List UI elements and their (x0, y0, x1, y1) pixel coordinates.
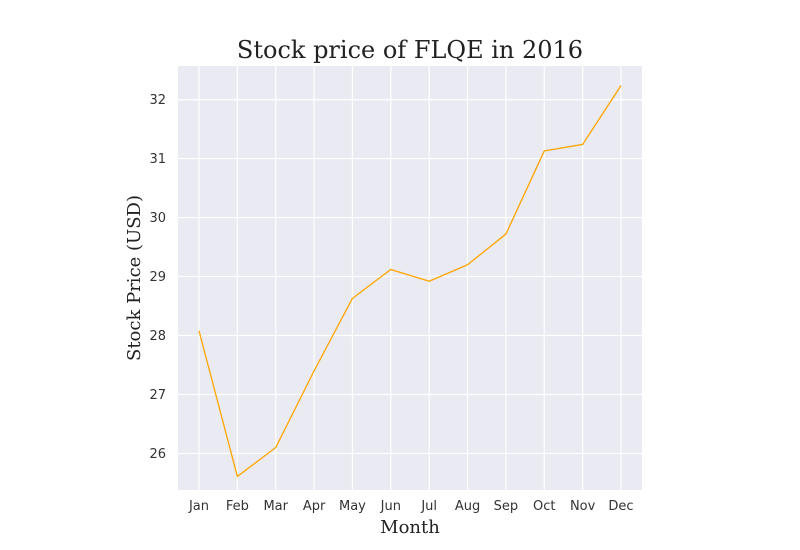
horizontal-gridlines (178, 99, 642, 455)
y-tick-label: 26 (149, 447, 166, 462)
data-point (312, 369, 315, 372)
x-tick-label: Jun (380, 499, 401, 514)
x-tick-label: Apr (303, 499, 326, 514)
y-axis-label: Stock Price (USD) (124, 195, 145, 361)
vertical-gridlines (198, 66, 622, 490)
x-tick-label: Oct (533, 499, 555, 514)
series-line (198, 85, 622, 478)
data-point (581, 143, 584, 146)
data-point (389, 268, 392, 271)
x-tick-label: Jul (420, 499, 437, 514)
data-point (543, 149, 546, 152)
data-point (428, 280, 431, 283)
x-tick-label: Aug (455, 499, 480, 514)
y-tick-label: 29 (149, 270, 166, 285)
plot-area (178, 66, 642, 490)
data-point (197, 329, 200, 332)
data-point (504, 232, 507, 235)
y-tick-label: 30 (149, 211, 166, 226)
x-tick-label: Feb (226, 499, 249, 514)
x-tick-label: Nov (570, 499, 596, 514)
data-point (619, 84, 622, 87)
x-tick-label: Dec (608, 499, 633, 514)
x-tick-label: May (339, 499, 366, 514)
x-axis-ticks: Jan Feb Mar Apr May Jun Jul Aug Sep Oct Nov Dec (188, 499, 634, 514)
x-tick-label: Mar (263, 499, 288, 514)
x-axis-label: Month (380, 517, 440, 538)
data-point (466, 263, 469, 266)
y-axis-ticks: 26 27 28 29 30 31 32 (149, 93, 166, 462)
data-point (236, 475, 239, 478)
chart-title: Stock price of FLQE in 2016 (237, 36, 583, 64)
x-tick-label: Jan (188, 499, 209, 514)
y-tick-label: 27 (149, 388, 166, 403)
data-point (274, 446, 277, 449)
y-tick-label: 31 (149, 152, 166, 167)
y-tick-label: 28 (149, 329, 166, 344)
series-layer (197, 84, 622, 478)
data-point (351, 297, 354, 300)
y-tick-label: 32 (149, 93, 166, 108)
x-tick-label: Sep (494, 499, 519, 514)
